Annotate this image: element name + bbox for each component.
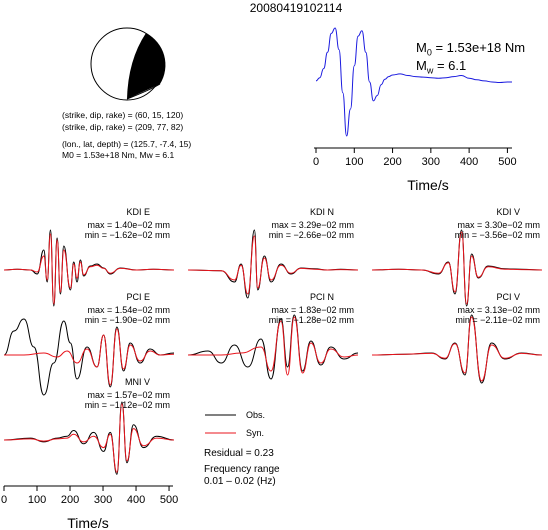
legend-syn-label: Syn. [246,428,264,438]
bottom-axes: 0 100 200 300 400 500 Time/s [1,485,178,530]
beachball-nodal-plane [126,83,161,100]
pci-v-station-label: PCI V [496,292,520,302]
legend-obs-label: Obs. [246,410,265,420]
kdi-v-synthetic-line [371,231,543,305]
kdi-n-observed-line [187,229,359,299]
pci-e-max-label: max = 1.54e−02 mm [87,305,170,315]
kdi-e-max-label: max = 1.40e−02 mm [87,220,170,230]
stf-x-label: Time/s [407,177,448,193]
x-tick-label-0: 0 [313,156,319,168]
kdi-n-min-label: min = −2.66e−02 mm [269,230,354,240]
legend-frequency-title: Frequency range [204,464,280,475]
figure-title: 20080419102114 [250,1,343,15]
x-tick-label-100: 100 [345,156,363,168]
x-tick-label-300: 300 [422,156,440,168]
mni-v-min-label: min = −1.12e−02 mm [85,400,170,410]
mni-v-station-label: MNI V [125,377,150,387]
pci-n-min-label: min = −1.28e−02 mm [269,315,354,325]
mechanism-moment: M0 = 1.53e+18 Nm, Mw = 6.1 [62,150,175,160]
pci-e-synthetic-line [4,328,175,386]
kdi-n-max-label: max = 3.29e−02 mm [271,220,354,230]
mechanism-plane2: (strike, dip, rake) = (209, 77, 82) [62,122,184,132]
x-tick-label-500: 500 [498,156,516,168]
x-tick-label-300: 300 [94,494,112,506]
pci-v-min-label: min = −2.11e−02 mm [455,315,540,325]
stf-series-line [315,27,512,137]
pci-n-synthetic-line [188,316,359,376]
pci-n-max-label: max = 1.83e−02 mm [271,305,354,315]
stf-x-ticks: 0 100 200 300 400 500 [313,148,517,168]
kdi-n-synthetic-line [187,235,359,295]
kdi-v-station-label: KDI V [496,207,520,217]
x-tick-label-200: 200 [61,494,79,506]
legend-residual: Residual = 0.23 [204,448,274,459]
beachball-compressional-quadrant [127,33,166,99]
bottom-x-label: Time/s [67,515,108,530]
x-tick-label-400: 400 [460,156,478,168]
x-tick-label-500: 500 [160,494,178,506]
x-tick-label-200: 200 [383,156,401,168]
kdi-e-min-label: min = −1.62e−02 mm [85,230,170,240]
stf-axes: 0 100 200 300 400 500 Time/s [313,27,517,193]
pci-e-station-label: PCI E [126,292,150,302]
kdi-v-min-label: min = −3.56e−02 mm [455,230,540,240]
stf-moment-label: M0 = 1.53e+18 Nm [416,40,526,58]
mni-v-observed-line [3,401,175,475]
legend-frequency-range: 0.01 – 0.02 (Hz) [204,476,276,487]
kdi-n-station-label: KDI N [310,207,334,217]
kdi-e-station-label: KDI E [126,207,150,217]
pci-v-observed-line [371,314,543,384]
mechanism-plane1: (strike, dip, rake) = (60, 15, 120) [62,110,184,120]
beachball [90,27,166,101]
pci-e-min-label: min = −1.90e−02 mm [85,315,170,325]
pci-v-synthetic-line [371,316,543,382]
pci-v-max-label: max = 3.13e−02 mm [457,305,540,315]
legend: Obs. Syn. Residual = 0.23 Frequency rang… [204,410,280,487]
kdi-e-synthetic-line [3,233,175,305]
kdi-v-max-label: max = 3.30e−02 mm [457,220,540,230]
x-tick-label-400: 400 [127,494,145,506]
mechanism-location: (lon., lat, depth) = (125.7, -7.4, 15) [62,139,192,149]
mni-v-synthetic-line [3,403,175,473]
pci-n-station-label: PCI N [310,292,334,302]
x-tick-label-0: 0 [1,494,7,506]
mni-v-max-label: max = 1.57e−02 mm [87,390,170,400]
bottom-x-ticks: 0 100 200 300 400 500 [1,486,178,506]
x-tick-label-100: 100 [28,494,46,506]
stf-magnitude-label: Mw = 6.1 [416,58,467,76]
